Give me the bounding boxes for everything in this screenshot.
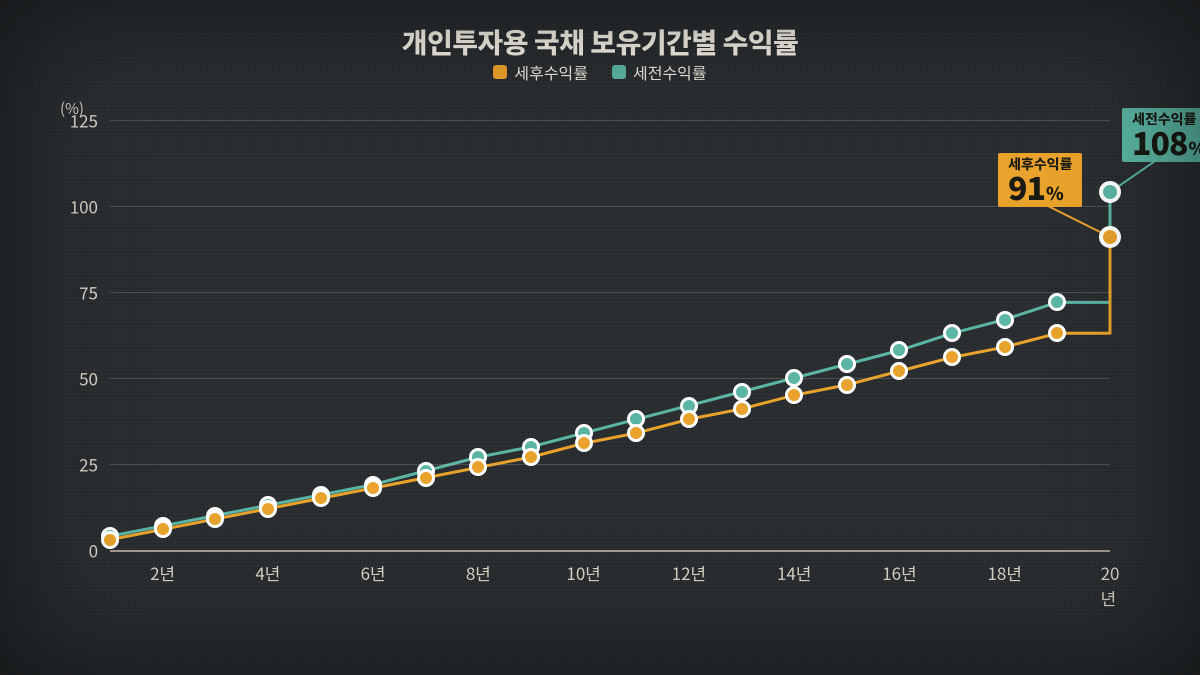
legend-label-after-tax: 세후수익률 [514, 60, 588, 84]
gridline: 50 [110, 378, 1110, 379]
swatch-before-tax [612, 65, 626, 79]
data-point-after_tax [417, 469, 435, 487]
data-point-before_tax [733, 383, 751, 401]
data-point-after_tax [206, 510, 224, 528]
x-tick-label: 16년 [882, 560, 917, 585]
data-point-before_tax [996, 311, 1014, 329]
gridline: 25 [110, 464, 1110, 465]
x-axis-labels: 2년4년6년8년10년12년14년16년18년20년 [110, 560, 1110, 590]
plot-area: 0255075100125세전수익률108%세후수익률91% [110, 120, 1110, 550]
data-point-after_tax [1048, 324, 1066, 342]
x-tick-label: 10년 [566, 560, 601, 585]
x-tick-label: 2년 [150, 560, 175, 585]
data-point-after_tax [101, 531, 119, 549]
legend-label-before-tax: 세전수익률 [633, 60, 707, 84]
data-point-after_tax [943, 348, 961, 366]
x-tick-label: 14년 [777, 560, 812, 585]
y-tick-label: 125 [70, 108, 98, 133]
data-point-before_tax [785, 369, 803, 387]
data-point-after_tax [733, 400, 751, 418]
data-point-after_tax [785, 386, 803, 404]
gridline: 75 [110, 292, 1110, 293]
gridline: 100 [110, 206, 1110, 207]
series-line-before_tax [110, 192, 1110, 536]
y-tick-label: 75 [79, 280, 98, 305]
data-point-after_tax [996, 338, 1014, 356]
data-point-after_tax [312, 489, 330, 507]
x-tick-label: 8년 [466, 560, 491, 585]
series-line-after_tax [110, 237, 1110, 540]
legend-item-after-tax: 세후수익률 [493, 60, 588, 84]
y-tick-label: 0 [89, 538, 98, 563]
y-tick-label: 100 [70, 194, 98, 219]
y-tick-label: 25 [79, 452, 98, 477]
data-point-after_tax [522, 448, 540, 466]
x-tick-label: 20년 [1101, 560, 1120, 610]
callout-after_tax: 세후수익률91% [998, 153, 1082, 207]
data-point-after_tax [627, 424, 645, 442]
gridline: 0 [110, 550, 1110, 552]
swatch-after-tax [493, 65, 507, 79]
chart-area: (%) 0255075100125세전수익률108%세후수익률91% 2년4년6… [110, 120, 1110, 590]
data-point-after_tax [575, 434, 593, 452]
data-point-after_tax [469, 458, 487, 476]
legend-item-before-tax: 세전수익률 [612, 60, 707, 84]
gridline: 125 [110, 120, 1110, 121]
x-tick-label: 6년 [361, 560, 386, 585]
data-point-after_tax [890, 362, 908, 380]
x-tick-label: 4년 [255, 560, 280, 585]
data-point-after_tax [259, 500, 277, 518]
y-tick-label: 50 [79, 366, 98, 391]
callout-value: 91% [1008, 171, 1072, 205]
chart-title: 개인투자용 국채 보유기간별 수익률 [0, 22, 1200, 62]
data-point-after_tax [1099, 226, 1121, 248]
x-tick-label: 18년 [987, 560, 1022, 585]
data-point-after_tax [364, 479, 382, 497]
callout-before_tax: 세전수익률108% [1122, 108, 1200, 162]
legend: 세후수익률 세전수익률 [0, 60, 1200, 84]
data-point-before_tax [838, 355, 856, 373]
data-point-after_tax [680, 410, 698, 428]
data-point-before_tax [1099, 181, 1121, 203]
data-point-before_tax [943, 324, 961, 342]
data-point-after_tax [154, 520, 172, 538]
data-point-after_tax [838, 376, 856, 394]
callout-value: 108% [1132, 126, 1200, 160]
data-point-before_tax [890, 341, 908, 359]
x-tick-label: 12년 [672, 560, 707, 585]
data-point-before_tax [1048, 293, 1066, 311]
